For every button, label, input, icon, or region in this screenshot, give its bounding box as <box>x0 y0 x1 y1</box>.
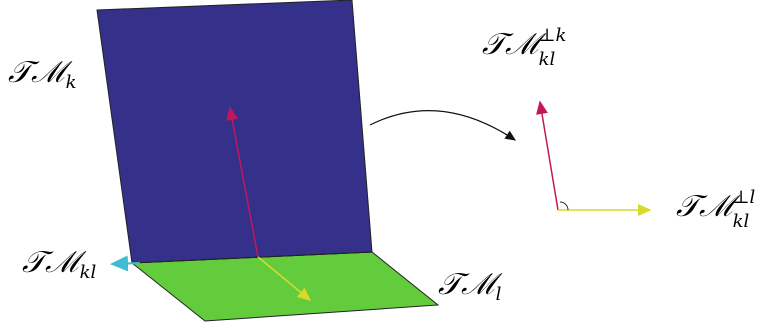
label-tm-perp-l-sub: kl <box>732 210 750 232</box>
label-tm-kl: 𝒯ℳkl <box>22 248 96 282</box>
cyan-arrow <box>110 255 141 272</box>
red-arrow-plane <box>226 106 259 258</box>
yellow-arrow-plane <box>257 256 312 301</box>
label-tm-perp-l: 𝒯ℳ ⊥l kl <box>676 186 760 230</box>
label-tm-perp-k-base: 𝒯ℳ <box>482 27 539 62</box>
plane-l <box>130 251 440 322</box>
red-arrow-perp <box>536 100 559 211</box>
label-tm-perp-l-sup: ⊥l <box>732 186 756 208</box>
label-tm-perp-k: 𝒯ℳ ⊥k kl <box>482 24 573 68</box>
label-tm-perp-k-sup: ⊥k <box>538 24 567 46</box>
label-tm-k-sub: k <box>65 72 77 93</box>
label-tm-kl-sub: kl <box>79 262 97 283</box>
label-tm-perp-k-sub: kl <box>538 48 556 70</box>
label-tm-kl-base: 𝒯ℳ <box>22 245 79 280</box>
angle-mark <box>559 201 569 211</box>
label-tm-l-base: 𝒯ℳ <box>438 267 495 302</box>
label-tm-l-sub: l <box>495 284 502 305</box>
label-tm-l: 𝒯ℳl <box>438 270 501 304</box>
mapping-arrow <box>369 110 516 141</box>
label-tm-k-base: 𝒯ℳ <box>8 55 65 90</box>
intersection-line <box>131 251 373 264</box>
label-tm-perp-l-base: 𝒯ℳ <box>676 189 733 224</box>
label-tm-k: 𝒯ℳk <box>8 58 77 92</box>
